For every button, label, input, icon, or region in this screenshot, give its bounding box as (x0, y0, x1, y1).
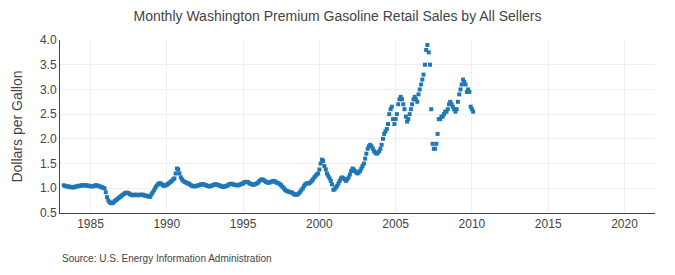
svg-text:2005: 2005 (382, 217, 409, 231)
svg-text:2015: 2015 (535, 217, 562, 231)
svg-text:2.5: 2.5 (40, 107, 57, 121)
svg-text:1990: 1990 (153, 217, 180, 231)
svg-text:3.0: 3.0 (40, 83, 57, 97)
svg-text:2.0: 2.0 (40, 132, 57, 146)
svg-text:Source: U.S. Energy Informatio: Source: U.S. Energy Information Administ… (62, 253, 272, 264)
svg-text:0.5: 0.5 (40, 206, 57, 220)
svg-text:2020: 2020 (611, 217, 638, 231)
svg-text:Monthly Washington Premium Gas: Monthly Washington Premium Gasoline Reta… (134, 8, 542, 24)
svg-text:4.0: 4.0 (40, 33, 57, 47)
svg-text:1985: 1985 (77, 217, 104, 231)
svg-text:2010: 2010 (459, 217, 486, 231)
svg-text:3.5: 3.5 (40, 58, 57, 72)
svg-text:1.5: 1.5 (40, 157, 57, 171)
svg-text:1995: 1995 (230, 217, 257, 231)
svg-text:Dollars per Gallon: Dollars per Gallon (9, 70, 25, 182)
svg-text:1.0: 1.0 (40, 181, 57, 195)
svg-text:2000: 2000 (306, 217, 333, 231)
